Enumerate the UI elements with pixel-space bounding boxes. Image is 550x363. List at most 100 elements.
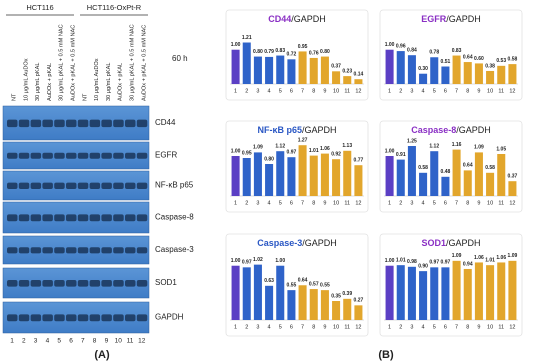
- x-tick-label: 5: [279, 200, 282, 206]
- x-tick-label: 5: [433, 88, 436, 94]
- chart-title: CD44/GAPDH: [268, 14, 326, 24]
- value-label: 0.57: [309, 281, 319, 287]
- blot-band: [113, 247, 124, 254]
- x-tick-label: 10: [333, 324, 339, 330]
- bar: [242, 42, 251, 84]
- x-tick-label: 6: [290, 324, 293, 330]
- panel-label: (A): [94, 349, 110, 361]
- x-tick-label: 2: [245, 88, 248, 94]
- chart-title: Caspase-8/GAPDH: [411, 125, 491, 135]
- value-label: 1.06: [474, 255, 484, 261]
- value-label: 1.09: [508, 253, 518, 259]
- blot-band: [77, 314, 89, 322]
- lane-number: 8: [93, 338, 97, 345]
- x-tick-label: 3: [410, 324, 413, 330]
- title-protein: EGFR: [421, 14, 447, 24]
- treatment-label: NT: [82, 93, 88, 101]
- lane-number: 11: [127, 338, 134, 345]
- x-tick-label: 10: [333, 88, 339, 94]
- x-tick-label: 2: [399, 88, 402, 94]
- blot-band: [89, 119, 101, 128]
- value-label: 0.95: [298, 44, 308, 50]
- x-tick-label: 7: [301, 200, 304, 206]
- value-label: 0.94: [463, 261, 473, 267]
- x-tick-label: 2: [399, 200, 402, 206]
- treatment-label: 30 μg/mL pKAL + 0.5 mM NAC: [59, 24, 65, 101]
- title-suffix: /GAPDH: [302, 125, 337, 135]
- blot-band: [54, 280, 65, 287]
- blot-band: [18, 214, 30, 222]
- treatment-label: 10 μg/mL AuDOx: [94, 58, 100, 101]
- x-tick-label: 10: [487, 200, 493, 206]
- value-label: 1.00: [231, 148, 241, 154]
- value-label: 0.58: [485, 165, 495, 171]
- x-tick-label: 11: [498, 200, 504, 206]
- blot-band: [18, 152, 30, 159]
- x-tick-label: 7: [455, 200, 458, 206]
- time-label: 60 h: [172, 54, 188, 63]
- blot-band: [77, 214, 89, 222]
- bar: [407, 55, 416, 84]
- bar: [320, 153, 329, 196]
- x-tick-label: 7: [455, 88, 458, 94]
- value-label: 1.00: [385, 258, 395, 264]
- x-tick-label: 12: [509, 88, 515, 94]
- value-label: 0.64: [463, 54, 473, 60]
- blot-band: [136, 182, 148, 189]
- x-tick-label: 2: [399, 324, 402, 330]
- value-label: 0.92: [331, 152, 341, 158]
- x-tick-label: 6: [290, 88, 293, 94]
- bar: [441, 66, 450, 84]
- title-protein: Caspase-3: [257, 238, 302, 248]
- x-tick-label: 3: [256, 200, 259, 206]
- x-tick-label: 5: [433, 324, 436, 330]
- bar: [253, 152, 262, 196]
- bar: [419, 172, 428, 196]
- x-tick-label: 1: [234, 88, 237, 94]
- blot-band: [42, 152, 53, 159]
- x-tick-label: 4: [422, 88, 425, 94]
- x-tick-label: 1: [388, 324, 391, 330]
- blot-band: [7, 280, 18, 287]
- blot-band: [77, 119, 89, 128]
- blot-band: [66, 247, 77, 254]
- blot-band: [30, 247, 42, 254]
- value-label: 0.91: [396, 152, 406, 158]
- protein-label: SOD1: [155, 278, 177, 287]
- value-label: 1.00: [231, 258, 241, 264]
- bar: [265, 164, 274, 196]
- x-tick-label: 6: [290, 200, 293, 206]
- title-suffix: /GAPDH: [456, 125, 491, 135]
- blot-band: [101, 214, 112, 222]
- bar: [419, 271, 428, 320]
- blot-band: [30, 280, 42, 287]
- lane-number: 3: [34, 338, 38, 345]
- bar: [332, 301, 341, 320]
- bar: [463, 268, 472, 320]
- blot-band: [77, 280, 89, 287]
- x-tick-label: 6: [444, 200, 447, 206]
- bar: [497, 154, 506, 196]
- bar: [265, 56, 274, 84]
- blot-band: [66, 182, 77, 189]
- blot-band: [125, 280, 136, 287]
- blot-band: [7, 214, 18, 222]
- value-label: 1.00: [385, 148, 395, 154]
- x-tick-label: 4: [268, 88, 271, 94]
- bar: [441, 176, 450, 196]
- x-tick-label: 12: [355, 200, 361, 206]
- x-tick-label: 4: [422, 324, 425, 330]
- value-label: 0.72: [287, 52, 297, 58]
- bar: [474, 63, 483, 84]
- blot-band: [125, 119, 136, 128]
- bar: [343, 150, 352, 196]
- bar: [474, 262, 483, 320]
- x-tick-label: 2: [245, 200, 248, 206]
- lane-number: 5: [57, 338, 61, 345]
- chart-frame: [379, 120, 523, 213]
- blot-band: [7, 152, 18, 159]
- title-suffix: /GAPDH: [302, 238, 337, 248]
- x-tick-label: 10: [487, 88, 493, 94]
- value-label: 1.01: [396, 257, 406, 263]
- blot-band: [136, 247, 148, 254]
